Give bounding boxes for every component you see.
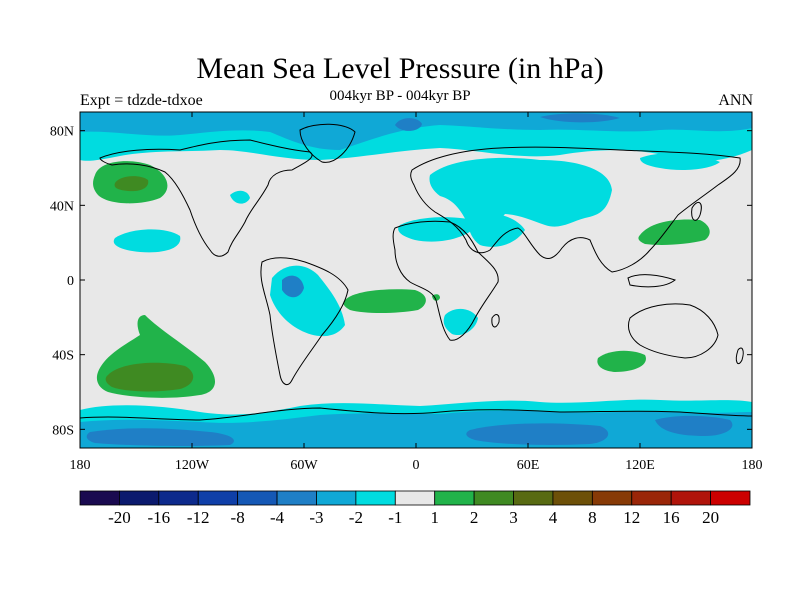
coastline-africa (392, 220, 499, 341)
colorbar-label: 1 (430, 508, 439, 527)
coastline-greenland (299, 123, 356, 163)
colorbar-label: -16 (147, 508, 170, 527)
x-tick-label: 0 (413, 458, 420, 473)
contour-samerica-mid (282, 275, 304, 298)
colorbar-label: 12 (623, 508, 640, 527)
contour-nwpacific-green (638, 219, 710, 245)
colorbar-label: 20 (702, 508, 719, 527)
coastline-indonesia (627, 274, 677, 288)
y-tick-label: 80S (52, 423, 74, 438)
x-tick-label: 120E (625, 458, 655, 473)
contour-north-dark-2 (540, 113, 620, 123)
coastline-antarctica (80, 407, 752, 421)
colorbar-label: -1 (388, 508, 402, 527)
colorbar-swatch (591, 490, 633, 506)
colorbar-label: 3 (509, 508, 518, 527)
x-axis: 180 120W 60W 0 60E 120E 180 (70, 112, 763, 473)
colorbar-label: -8 (231, 508, 245, 527)
x-tick-label: 120W (175, 458, 210, 473)
colorbar-swatch (552, 490, 593, 506)
y-axis: 80N 40N 0 40S 80S (50, 125, 752, 438)
coastline-australia (627, 303, 719, 359)
colorbar-label: 2 (470, 508, 479, 527)
y-tick-label: 80N (50, 125, 74, 140)
colorbar-swatch (276, 490, 317, 506)
contour-field (80, 112, 752, 448)
coastline-north-america (99, 139, 313, 257)
contour-arabia-light (468, 213, 525, 247)
colorbar-label: 4 (549, 508, 558, 527)
coastline-japan (691, 201, 702, 221)
colorbar-label: -3 (309, 508, 323, 527)
coastlines (80, 123, 752, 421)
colorbar-swatch (473, 490, 514, 506)
colorbar: -20 -16 -12 -8 -4 -3 -2 -1 1 2 3 4 8 12 16 20 (79, 490, 751, 527)
colorbar-label: -20 (108, 508, 131, 527)
contour-atlantic-north-light (398, 217, 480, 242)
contour-south-dark-3 (655, 415, 733, 436)
colorbar-label: -4 (270, 508, 285, 527)
colorbar-swatch (119, 490, 160, 506)
y-tick-label: 0 (67, 274, 74, 289)
contour-pacific-nhigh-core (114, 176, 149, 192)
colorbar-label: -12 (187, 508, 210, 527)
colorbar-label: 8 (588, 508, 597, 527)
contour-asia-light (429, 157, 612, 231)
contour-pacific-nw-light (640, 153, 720, 170)
x-tick-label: 60W (290, 458, 318, 473)
season-label: ANN (718, 92, 753, 109)
colorbar-swatch (79, 490, 120, 506)
colorbar-swatch (316, 490, 357, 506)
coastline-new-zealand (735, 347, 744, 365)
colorbar-swatch (434, 490, 475, 506)
colorbar-swatch (237, 490, 278, 506)
contour-indian-south-green (597, 350, 646, 372)
contour-na-light (230, 190, 250, 204)
colorbar-label: 16 (663, 508, 680, 527)
contour-pacific-shigh-core (105, 362, 194, 392)
x-tick-label: 180 (742, 458, 763, 473)
contour-south-dark-2 (466, 423, 609, 445)
contour-north-dark (395, 118, 422, 131)
y-tick-label: 40N (50, 199, 74, 214)
coastline-madagascar (491, 314, 500, 328)
contour-pacific-ne-light (113, 229, 181, 253)
colorbar-swatch (631, 490, 672, 506)
colorbar-swatch (513, 490, 554, 506)
colorbar-swatch (670, 490, 711, 506)
experiment-label: Expt = tdzde-tdxoe (80, 92, 203, 109)
colorbar-swatch (197, 490, 239, 506)
contour-africa-south-light (443, 308, 478, 336)
x-tick-label: 60E (517, 458, 540, 473)
contour-atlantic-eq-green (343, 289, 426, 313)
coastline-south-america (260, 257, 349, 386)
x-tick-label: 180 (70, 458, 91, 473)
coastline-eurasia (410, 146, 741, 273)
y-tick-label: 40S (52, 349, 74, 364)
colorbar-label: -2 (349, 508, 363, 527)
period-label: 004kyr BP - 004kyr BP (329, 88, 471, 104)
colorbar-swatch (710, 490, 751, 506)
colorbar-swatch (355, 490, 396, 506)
colorbar-swatch (158, 490, 199, 506)
contour-south-dark (86, 428, 234, 447)
map-title: Mean Sea Level Pressure (in hPa) (196, 52, 604, 85)
colorbar-swatch (394, 490, 436, 506)
